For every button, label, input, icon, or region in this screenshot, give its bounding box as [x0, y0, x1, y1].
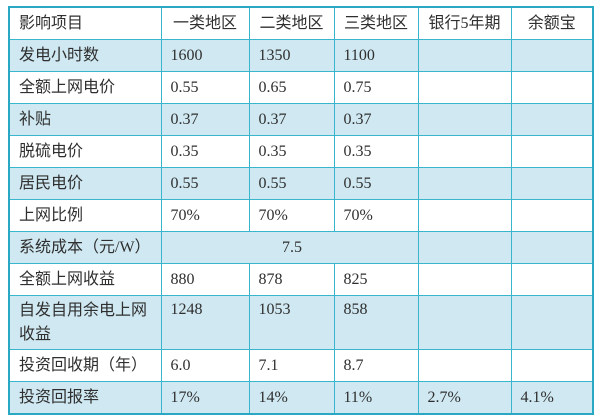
- table-cell: 0.55: [333, 167, 419, 200]
- row-label: 上网比例: [8, 199, 162, 232]
- table-row-payback-period: 投资回收期（年） 6.0 7.1 8.7: [8, 349, 594, 382]
- table-cell: 4.1%: [510, 381, 594, 415]
- table-cell-empty: [417, 295, 512, 350]
- table-row-full-grid-tariff: 全额上网电价 0.55 0.65 0.75: [8, 71, 594, 104]
- table-cell: 0.55: [160, 71, 250, 104]
- table-cell: 11%: [333, 381, 419, 415]
- column-header-region-2: 二类地区: [248, 6, 335, 40]
- table-cell: 1600: [160, 39, 250, 72]
- row-label: 系统成本（元/W）: [8, 231, 162, 264]
- table-cell: 0.35: [248, 135, 335, 168]
- pv-investment-return-table: 影响项目 一类地区 二类地区 三类地区 银行5年期 余额宝 发电小时数 1600…: [8, 6, 594, 415]
- table-cell: 825: [333, 263, 419, 296]
- table-cell-empty: [510, 263, 594, 296]
- table-cell: 0.55: [160, 167, 250, 200]
- table-cell: 6.0: [160, 349, 250, 382]
- row-label: 全额上网电价: [8, 71, 162, 104]
- table-cell: 1350: [248, 39, 335, 72]
- table-cell-empty: [510, 349, 594, 382]
- table-cell: 8.7: [333, 349, 419, 382]
- table-cell-empty: [510, 295, 594, 350]
- table-cell: 70%: [333, 199, 419, 232]
- row-label: 自发自用余电上网收益: [8, 295, 162, 350]
- table-cell: 1100: [333, 39, 419, 72]
- row-label: 居民电价: [8, 167, 162, 200]
- table-cell: 0.35: [333, 135, 419, 168]
- table-row-residential-tariff: 居民电价 0.55 0.55 0.55: [8, 167, 594, 200]
- table-cell-empty: [510, 199, 594, 232]
- column-header-yuebao: 余额宝: [510, 6, 594, 40]
- row-label: 补贴: [8, 103, 162, 136]
- table-row-self-use-revenue: 自发自用余电上网收益 1248 1053 858: [8, 295, 594, 350]
- column-header-impact-item: 影响项目: [8, 6, 162, 40]
- row-label: 发电小时数: [8, 39, 162, 72]
- header-row: 影响项目 一类地区 二类地区 三类地区 银行5年期 余额宝: [8, 6, 594, 40]
- row-label: 脱硫电价: [8, 135, 162, 168]
- table-cell: 0.35: [160, 135, 250, 168]
- table-cell: 0.65: [248, 71, 335, 104]
- table-cell: 2.7%: [417, 381, 512, 415]
- table-row-grid-ratio: 上网比例 70% 70% 70%: [8, 199, 594, 232]
- row-label: 投资回报率: [8, 381, 162, 415]
- column-header-region-1: 一类地区: [160, 6, 250, 40]
- table-header: 影响项目 一类地区 二类地区 三类地区 银行5年期 余额宝: [8, 6, 594, 40]
- column-header-bank-5yr: 银行5年期: [417, 6, 512, 40]
- table-cell: 70%: [248, 199, 335, 232]
- table-cell-empty: [417, 103, 512, 136]
- table-row-full-grid-revenue: 全额上网收益 880 878 825: [8, 263, 594, 296]
- table-cell-empty: [510, 231, 594, 264]
- table-cell-empty: [417, 135, 512, 168]
- table-cell-empty: [417, 349, 512, 382]
- table-cell-empty: [510, 167, 594, 200]
- table-cell-empty: [417, 167, 512, 200]
- table-cell: 1053: [248, 295, 335, 350]
- table-cell-empty: [510, 103, 594, 136]
- table-cell: 14%: [248, 381, 335, 415]
- table-cell-empty: [510, 71, 594, 104]
- table-cell: 858: [333, 295, 419, 350]
- table-cell-empty: [417, 263, 512, 296]
- table-cell: 0.75: [333, 71, 419, 104]
- table-row-generation-hours: 发电小时数 1600 1350 1100: [8, 39, 594, 72]
- table-cell-empty: [510, 135, 594, 168]
- column-header-region-3: 三类地区: [333, 6, 419, 40]
- table-cell-empty: [417, 71, 512, 104]
- table-row-subsidy: 补贴 0.37 0.37 0.37: [8, 103, 594, 136]
- table-cell: 878: [248, 263, 335, 296]
- table-cell-empty: [417, 199, 512, 232]
- table-cell: 0.37: [248, 103, 335, 136]
- table-cell: 880: [160, 263, 250, 296]
- table-row-system-cost: 系统成本（元/W） 7.5: [8, 231, 594, 264]
- table-row-desulfur-tariff: 脱硫电价 0.35 0.35 0.35: [8, 135, 594, 168]
- table-cell: 70%: [160, 199, 250, 232]
- table-cell-empty: [510, 39, 594, 72]
- table-cell: 7.1: [248, 349, 335, 382]
- table-cell: 0.55: [248, 167, 335, 200]
- table-cell-empty: [417, 231, 512, 264]
- table-cell: 17%: [160, 381, 250, 415]
- table-cell-merged-system-cost: 7.5: [160, 231, 419, 264]
- row-label: 全额上网收益: [8, 263, 162, 296]
- row-label: 投资回收期（年）: [8, 349, 162, 382]
- table-cell-empty: [417, 39, 512, 72]
- table-cell: 0.37: [333, 103, 419, 136]
- table-row-return-rate: 投资回报率 17% 14% 11% 2.7% 4.1%: [8, 381, 594, 415]
- table-body: 发电小时数 1600 1350 1100 全额上网电价 0.55 0.65 0.…: [8, 39, 594, 415]
- table-cell: 1248: [160, 295, 250, 350]
- table-cell: 0.37: [160, 103, 250, 136]
